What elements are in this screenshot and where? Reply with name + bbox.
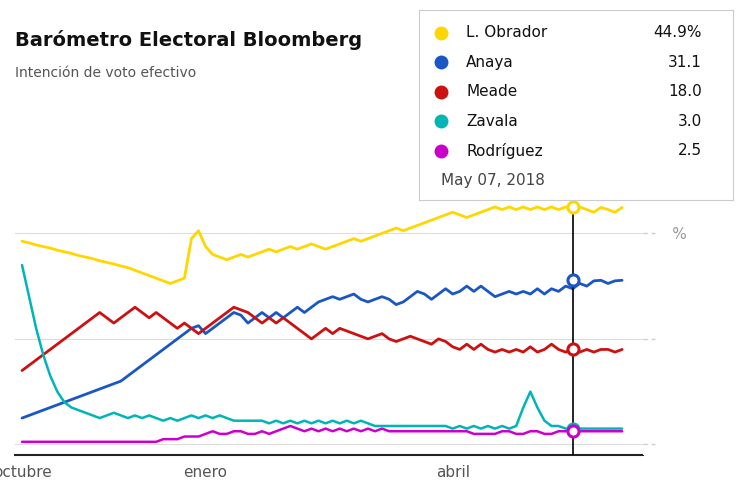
Text: 31.1: 31.1 [668,54,702,70]
Text: 3.0: 3.0 [678,114,702,128]
Text: Barómetro Electoral Bloomberg: Barómetro Electoral Bloomberg [15,30,362,50]
Text: elección julio: elección julio [449,127,531,140]
Text: Intención de voto efectivo: Intención de voto efectivo [15,66,196,80]
Text: Meade: Meade [466,84,518,99]
Text: 18.0: 18.0 [668,84,702,99]
Text: Anaya: Anaya [466,54,514,70]
Text: 2.5: 2.5 [678,143,702,158]
Text: May 07, 2018: May 07, 2018 [441,172,545,188]
Text: 44.9%: 44.9% [653,26,702,40]
Text: L. Obrador: L. Obrador [466,26,548,40]
Text: Rodríguez: Rodríguez [466,142,542,158]
Text: Zavala: Zavala [466,114,518,128]
